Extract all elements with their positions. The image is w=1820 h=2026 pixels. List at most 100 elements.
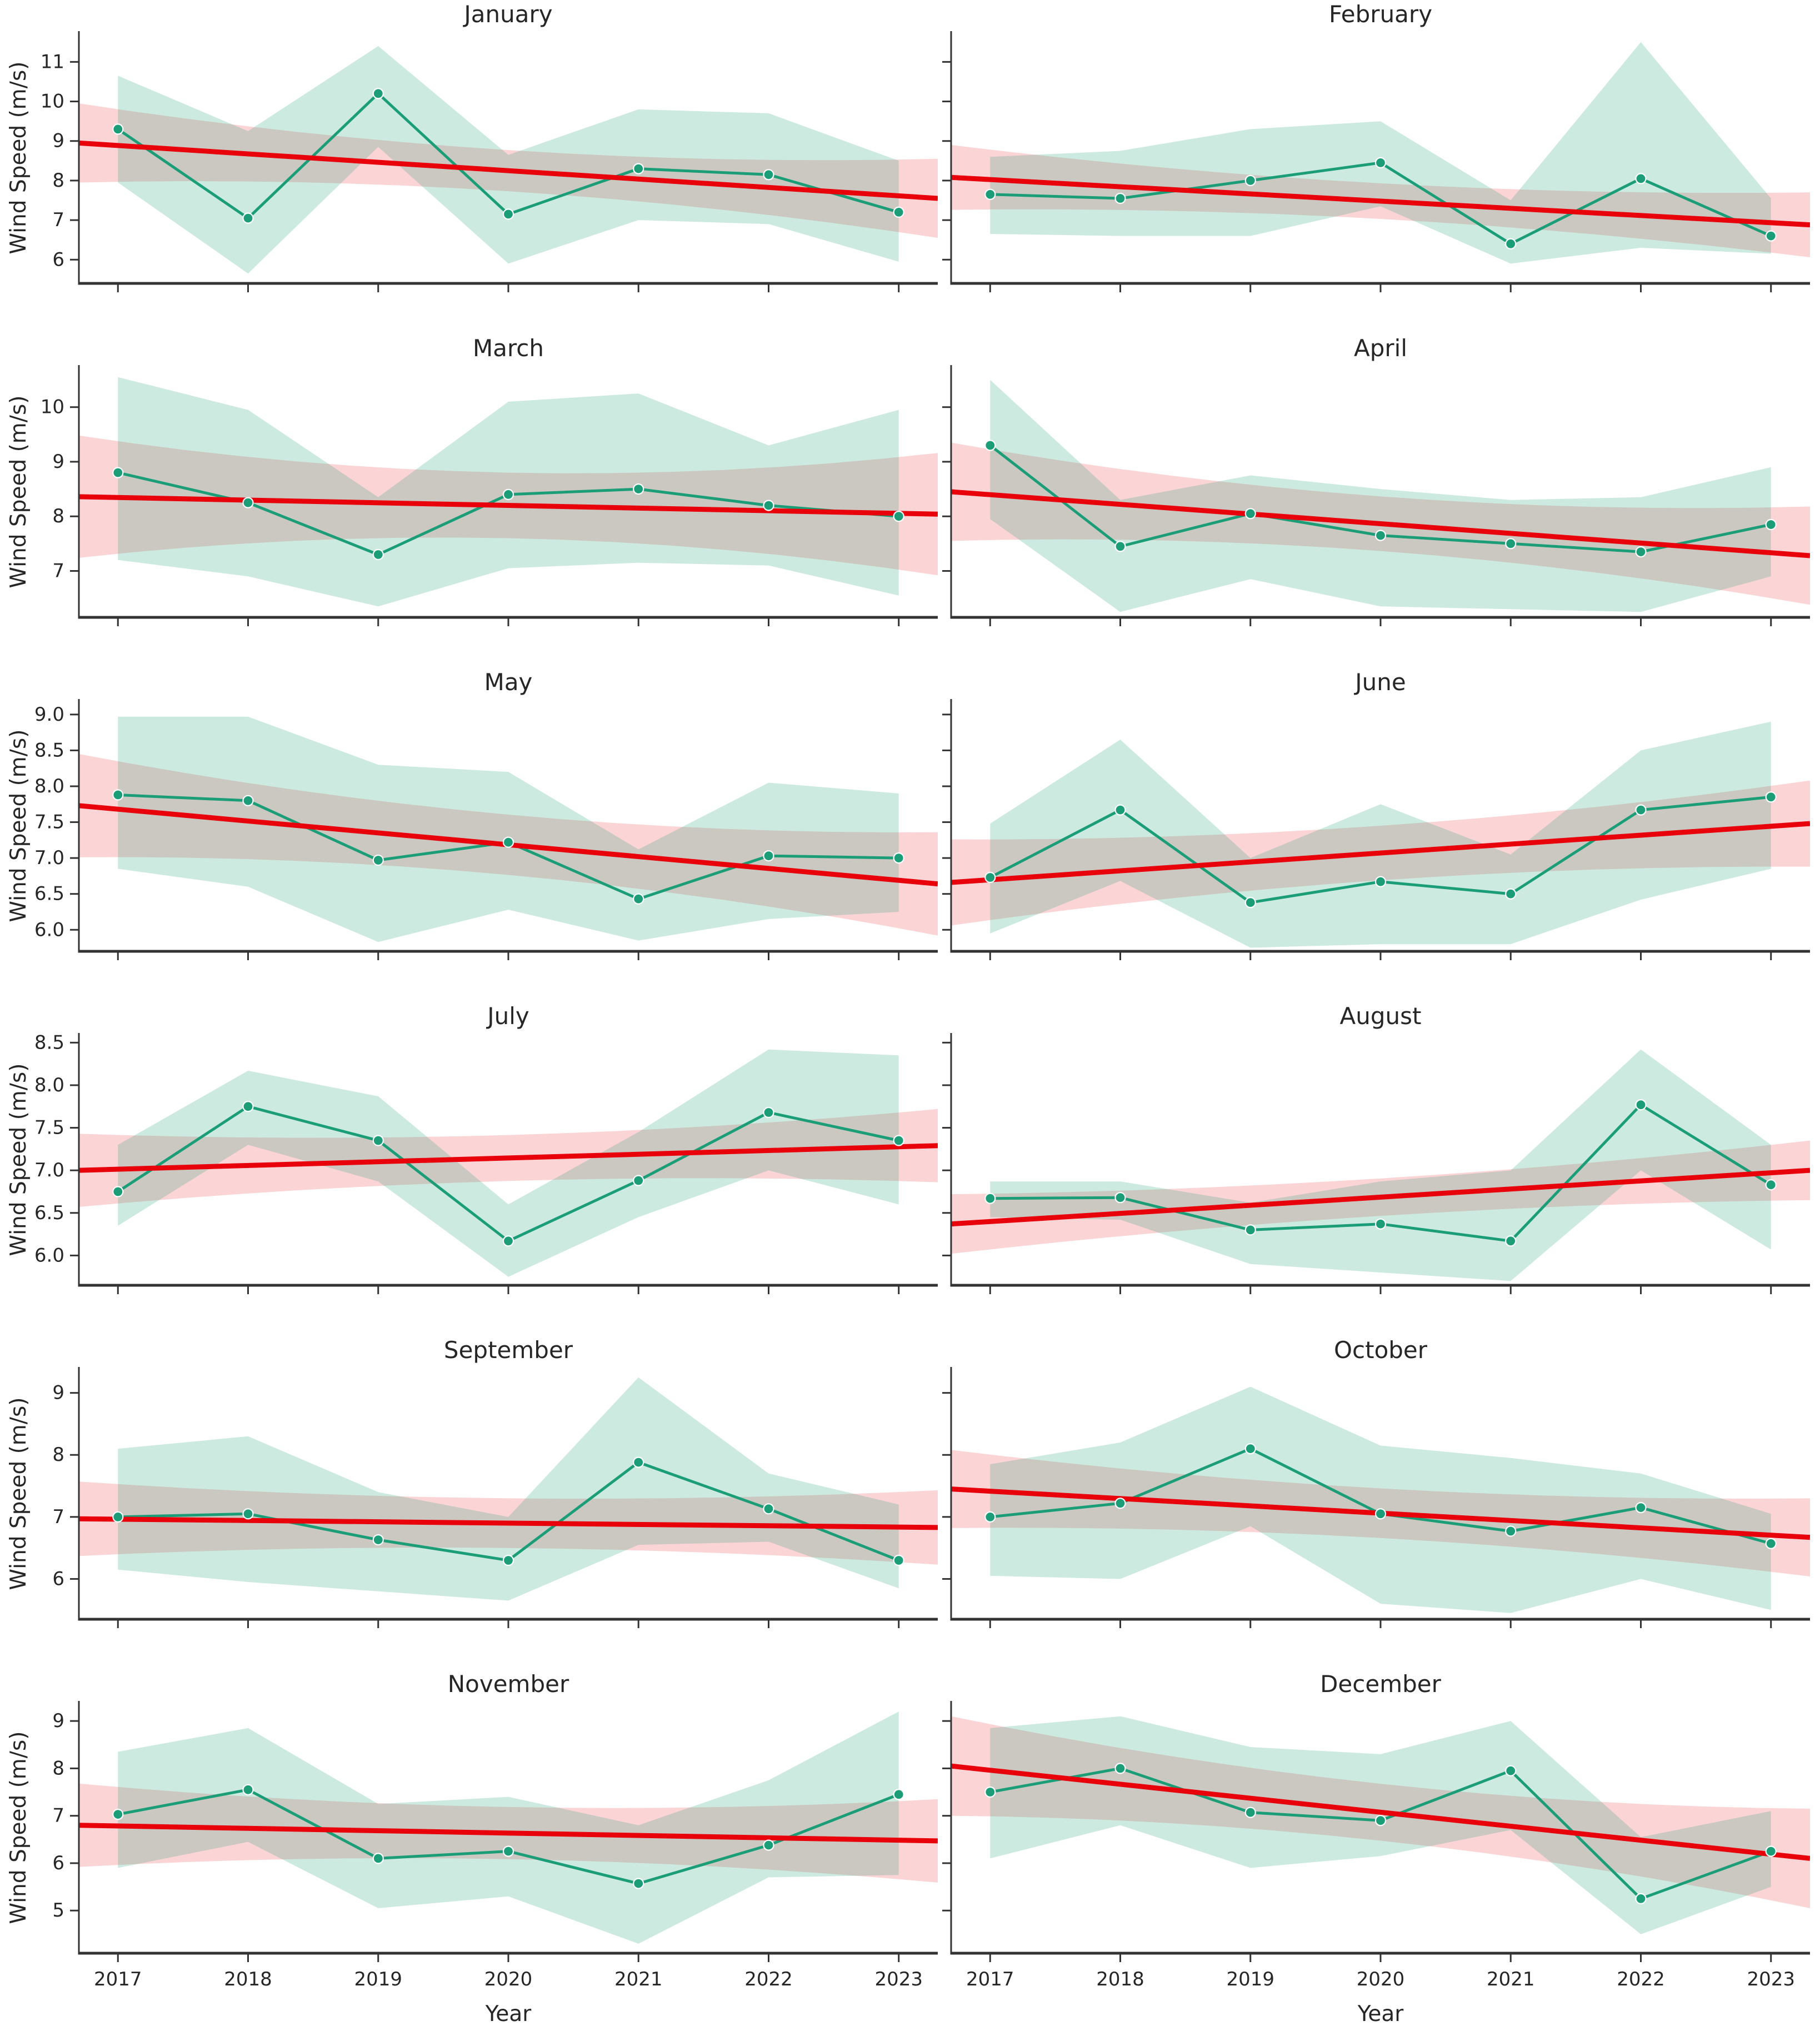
data-point-2017 — [112, 1809, 124, 1820]
y-tick-label: 7.0 — [34, 1159, 64, 1181]
y-tick-label: 7.5 — [34, 1117, 64, 1139]
y-tick-label: 7 — [52, 1805, 64, 1827]
subplot-december: 2017 2018 2019 2020 2021 2022 2023 December Year — [942, 1670, 1810, 2026]
trend-line — [951, 821, 1810, 885]
data-point-2019 — [1244, 174, 1256, 186]
subplot-title: February — [1329, 1, 1432, 28]
data-point-2021 — [633, 163, 644, 174]
x-tick-label: 2018 — [224, 1968, 272, 1990]
data-point-2023 — [893, 511, 904, 522]
data-point-2023 — [893, 206, 904, 218]
data-point-2019 — [372, 854, 384, 866]
data-point-2022 — [1635, 1502, 1647, 1514]
data-point-2018 — [242, 212, 254, 224]
data-point-2017 — [984, 1511, 996, 1523]
x-tick-label: 2020 — [1357, 1968, 1405, 1990]
y-tick-label: 9 — [52, 451, 64, 473]
y-axis-label: Wind Speed (m/s) — [6, 1731, 31, 1924]
x-tick-label: 2023 — [1747, 1968, 1795, 1990]
x-tick-label: 2017 — [94, 1968, 142, 1990]
subplot-april: April — [942, 335, 1810, 626]
y-tick-label: 8.5 — [34, 1031, 64, 1054]
y-axis-label: Wind Speed (m/s) — [6, 730, 31, 922]
y-tick-label: 8.0 — [34, 1074, 64, 1096]
trend-line — [951, 1167, 1810, 1227]
y-tick-label: 6.0 — [34, 919, 64, 941]
data-point-2020 — [502, 836, 514, 848]
data-point-2020 — [1374, 157, 1387, 168]
data-point-2022 — [763, 169, 774, 181]
subplot-june: June — [942, 668, 1810, 960]
trend-line — [79, 494, 938, 517]
data-point-2018 — [242, 1101, 254, 1112]
data-point-2023 — [1765, 791, 1777, 803]
data-point-2021 — [633, 1175, 644, 1186]
y-tick-label: 8 — [52, 505, 64, 527]
data-point-2022 — [1635, 173, 1647, 184]
y-tick-label: 8 — [52, 1757, 64, 1779]
y-tick-label: 7.5 — [34, 811, 64, 834]
y-tick-label: 7 — [52, 1506, 64, 1528]
data-point-2021 — [633, 893, 644, 905]
y-tick-label: 5 — [52, 1899, 64, 1922]
data-point-2018 — [1114, 541, 1126, 552]
x-tick-label: 2021 — [614, 1968, 663, 1990]
x-tick-label: 2021 — [1487, 1968, 1535, 1990]
data-point-2020 — [502, 208, 514, 220]
data-point-2021 — [633, 1456, 644, 1468]
trend-line — [79, 1143, 938, 1173]
subplot-title: April — [1354, 335, 1407, 362]
trend-line — [951, 489, 1810, 558]
y-tick-label: 6.5 — [34, 1202, 64, 1224]
data-point-2023 — [893, 1135, 904, 1146]
x-tick-label: 2019 — [354, 1968, 402, 1990]
data-point-2017 — [112, 789, 124, 801]
subplot-title: May — [484, 668, 533, 696]
data-point-2017 — [984, 871, 996, 884]
data-point-2022 — [763, 1106, 774, 1119]
data-point-2018 — [242, 795, 254, 806]
data-point-2021 — [1505, 538, 1517, 550]
observed-confidence-band — [118, 1049, 899, 1277]
subplot-title: October — [1334, 1336, 1428, 1364]
data-point-2019 — [372, 548, 384, 561]
data-point-2020 — [1374, 1218, 1387, 1230]
data-point-2021 — [633, 1878, 644, 1889]
data-point-2020 — [502, 488, 514, 501]
y-tick-label: 11 — [41, 51, 64, 73]
y-axis-label: Wind Speed (m/s) — [6, 1398, 31, 1590]
y-tick-label: 9 — [52, 1382, 64, 1404]
trend-line — [951, 174, 1810, 228]
data-point-2020 — [1374, 530, 1387, 541]
x-tick-label: 2022 — [1617, 1968, 1665, 1990]
data-point-2019 — [372, 1135, 384, 1146]
data-point-2018 — [1114, 1498, 1126, 1509]
subplot-title: June — [1353, 668, 1406, 696]
y-tick-label: 7.0 — [34, 847, 64, 869]
observed-confidence-band — [118, 46, 899, 274]
data-point-2019 — [1244, 897, 1256, 909]
y-tick-label: 8.0 — [34, 775, 64, 797]
data-point-2018 — [242, 1508, 254, 1520]
subplot-title: January — [462, 1, 552, 28]
data-point-2022 — [1635, 1893, 1647, 1904]
y-tick-label: 6 — [52, 248, 64, 271]
y-axis-label: Wind Speed (m/s) — [6, 1064, 31, 1256]
data-point-2019 — [1244, 1443, 1256, 1455]
data-point-2020 — [502, 1235, 514, 1247]
x-tick-label: 2019 — [1226, 1968, 1274, 1990]
data-point-2023 — [1765, 1179, 1777, 1191]
data-point-2019 — [1244, 1224, 1256, 1236]
data-point-2018 — [1114, 1192, 1126, 1204]
x-axis-label: Year — [1357, 2002, 1404, 2026]
data-point-2017 — [112, 1511, 124, 1523]
subplot-september: 6 7 8 9 September Wind Speed (m/s) — [6, 1336, 938, 1628]
observed-confidence-band — [990, 1386, 1771, 1613]
data-point-2022 — [763, 1839, 774, 1851]
y-tick-label: 9.0 — [34, 703, 64, 726]
x-axis-label: Year — [485, 2002, 532, 2026]
data-point-2021 — [1505, 888, 1517, 900]
data-point-2022 — [763, 850, 774, 862]
